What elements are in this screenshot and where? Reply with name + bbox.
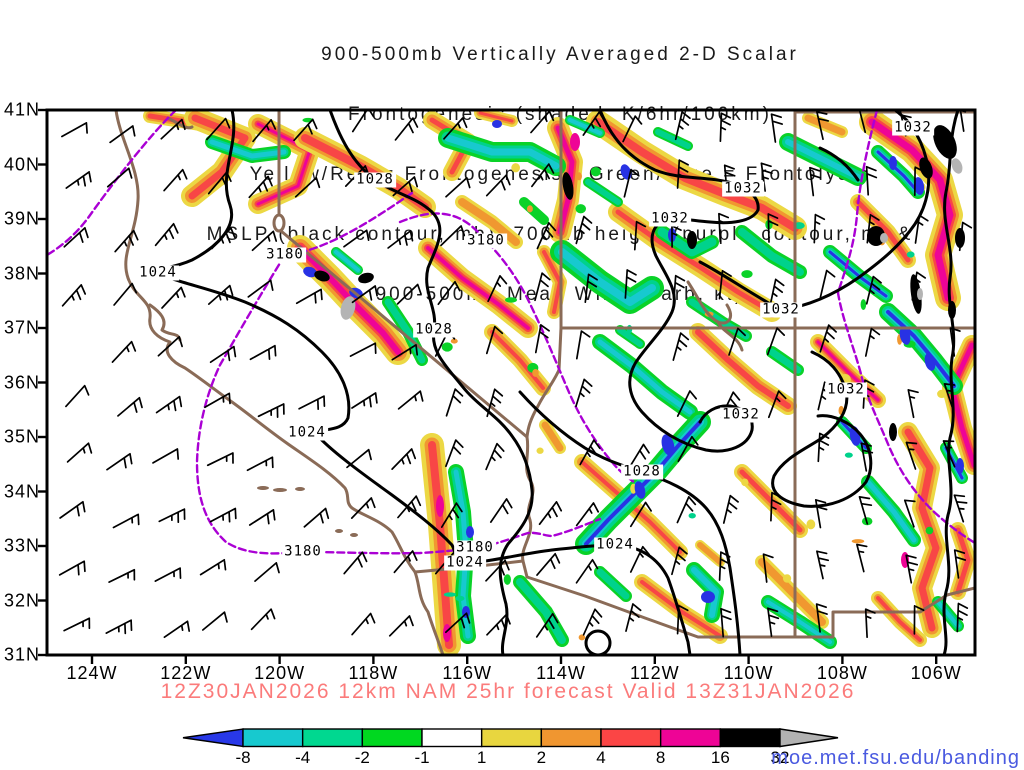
forecast-valid-line: 12Z30JAN2026 12km NAM 25hr forecast Vali… [160,680,856,703]
colorbar-segment [719,728,781,748]
lon-tick-label: 122W [160,663,212,683]
contour-label-1032: 1032 [649,210,691,227]
lon-tick-label: 108W [816,663,868,683]
colorbar-value: 2 [536,748,547,767]
colorbar-right-arrow [779,728,839,748]
lat-tick-label: 36N [3,372,40,392]
colorbar-segment [301,728,364,748]
contour-label-1028: 1028 [413,321,455,338]
axis-ticks [38,108,938,664]
colorbar-segment [421,728,483,748]
colorbar-value: 8 [655,748,666,767]
lon-tick-label: 120W [254,663,306,683]
colorbar-value: -4 [295,748,311,767]
colorbar-value: 32 [770,748,790,767]
contour-label-3180: 3180 [465,232,507,249]
wind-barbs [58,110,973,639]
lon-tick-label: 106W [910,663,962,683]
colorbar-segment [480,728,543,748]
colorbar-segment [540,728,602,748]
contour-label-1024: 1024 [594,536,636,553]
contour-label-1024: 1024 [137,264,179,281]
contour-label-1032: 1032 [722,180,764,197]
lat-tick-label: 33N [3,535,40,556]
lat-tick-label: 40N [3,154,40,174]
lon-tick-label: 114W [536,663,586,683]
colorbar-segment [361,728,423,748]
contour-label-1024: 1024 [286,424,328,441]
lat-tick-label: 38N [3,263,40,283]
colorbar-value: -8 [235,748,251,767]
contour-label-1024: 1024 [444,554,486,571]
lon-tick-label: 118W [348,663,399,683]
contour-label-1032: 1032 [760,301,802,318]
lat-tick-label: 32N [3,590,40,610]
state-borders [114,110,975,655]
colorbar-value: 1 [476,748,487,767]
contour-label-3180: 3180 [282,543,324,560]
lat-tick-label: 34N [3,481,40,501]
colorbar-value: 4 [596,748,606,767]
colorbar-value: 16 [710,748,730,767]
contour-label-1032: 1032 [825,381,867,398]
colorbar-segment [600,728,662,748]
colorbar-segment [242,728,304,748]
contour-label-3180: 3180 [264,246,306,263]
lon-tick-label: 110W [723,663,774,683]
contour-label-1028: 1028 [621,463,663,480]
colorbar [182,728,839,748]
lat-tick-label: 41N [3,99,40,120]
lon-tick-label: 112W [629,663,680,683]
contour-label-1028: 1028 [354,171,396,188]
lat-tick-label: 35N [3,426,40,447]
contour-label-1032: 1032 [892,119,934,136]
lon-tick-label: 116W [442,663,493,683]
lat-tick-label: 39N [3,208,40,229]
title-line-1: 900-500mb Vertically Averaged 2-D Scalar [321,44,799,65]
contour-label-3180: 3180 [454,539,496,556]
contour-label-1032: 1032 [720,406,762,423]
lat-tick-label: 37N [3,317,40,338]
lat-tick-label: 31N [3,644,40,665]
credit-url-link[interactable]: moe.met.fsu.edu/banding [771,747,1020,769]
colorbar-left-arrow [182,728,244,748]
colorbar-segment [659,728,722,748]
lon-tick-label: 124W [66,663,118,683]
colorbar-value: -2 [354,748,370,767]
colorbar-value: -1 [414,748,430,767]
